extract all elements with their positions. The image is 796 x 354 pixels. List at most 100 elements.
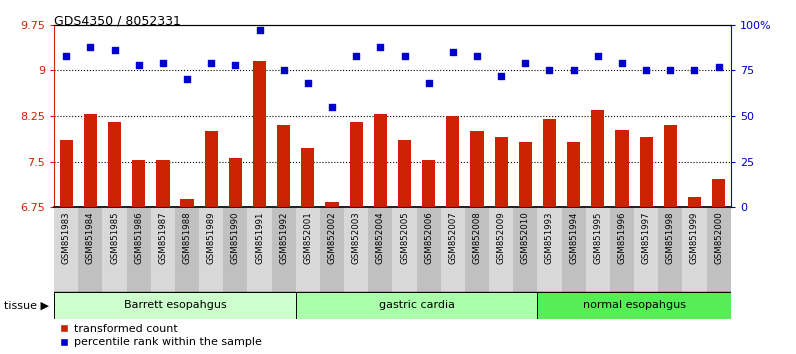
Point [568, 68, 580, 73]
Text: GSM851992: GSM851992 [279, 211, 288, 264]
Point [277, 68, 290, 73]
Text: GSM851993: GSM851993 [545, 211, 554, 264]
Text: normal esopahgus: normal esopahgus [583, 300, 685, 310]
Bar [688, 197, 701, 207]
Bar [392, 207, 416, 292]
Text: GSM852000: GSM852000 [714, 211, 723, 264]
Bar [301, 148, 314, 207]
Bar [634, 207, 658, 292]
Bar [127, 207, 150, 292]
Bar [610, 207, 634, 292]
Point [349, 53, 362, 59]
Bar [54, 292, 296, 319]
Text: GSM851996: GSM851996 [618, 211, 626, 264]
Bar [537, 292, 731, 319]
Text: GSM851986: GSM851986 [135, 211, 143, 264]
Point [423, 80, 435, 86]
Bar [175, 207, 199, 292]
Point [302, 80, 314, 86]
Bar [248, 207, 271, 292]
Text: GSM851998: GSM851998 [665, 211, 675, 264]
Bar [271, 207, 296, 292]
Text: tissue ▶: tissue ▶ [4, 300, 49, 310]
Text: GSM851988: GSM851988 [182, 211, 192, 264]
Bar [537, 207, 562, 292]
Point [84, 44, 97, 50]
Text: GSM851991: GSM851991 [255, 211, 264, 264]
Bar [54, 207, 78, 292]
Text: GSM852008: GSM852008 [473, 211, 482, 264]
Bar [373, 114, 387, 207]
Bar [489, 207, 513, 292]
Bar [639, 137, 653, 207]
Point [60, 53, 72, 59]
Bar [586, 207, 610, 292]
Bar [447, 116, 459, 207]
Point [664, 68, 677, 73]
Bar [519, 142, 532, 207]
Point [132, 62, 145, 68]
Bar [84, 114, 97, 207]
Bar [277, 125, 291, 207]
Bar [416, 207, 441, 292]
Bar [60, 140, 73, 207]
Bar [470, 131, 484, 207]
Bar [591, 110, 604, 207]
Bar [181, 199, 193, 207]
Text: GSM852001: GSM852001 [303, 211, 312, 264]
Bar [494, 137, 508, 207]
Bar [103, 207, 127, 292]
Bar [253, 61, 266, 207]
Bar [320, 207, 344, 292]
Bar [398, 140, 412, 207]
Bar [513, 207, 537, 292]
Bar [199, 207, 223, 292]
Bar [441, 207, 465, 292]
Point [374, 44, 387, 50]
Point [181, 76, 193, 82]
Text: GSM851987: GSM851987 [158, 211, 167, 264]
Text: GSM851989: GSM851989 [207, 211, 216, 264]
Point [447, 49, 459, 55]
Point [108, 47, 121, 53]
Bar [228, 159, 242, 207]
Bar [465, 207, 489, 292]
Text: GSM852003: GSM852003 [352, 211, 361, 264]
Point [543, 68, 556, 73]
Bar [369, 207, 392, 292]
Bar [615, 130, 629, 207]
Point [519, 60, 532, 66]
Point [470, 53, 483, 59]
Bar [562, 207, 586, 292]
Bar [664, 125, 677, 207]
Text: GSM852004: GSM852004 [376, 211, 384, 264]
Bar [349, 122, 363, 207]
Point [640, 68, 653, 73]
Text: GDS4350 / 8052331: GDS4350 / 8052331 [54, 14, 181, 27]
Legend: transformed count, percentile rank within the sample: transformed count, percentile rank withi… [60, 324, 262, 348]
Bar [150, 207, 175, 292]
Text: gastric cardia: gastric cardia [379, 300, 455, 310]
Text: GSM852005: GSM852005 [400, 211, 409, 264]
Bar [296, 207, 320, 292]
Bar [707, 207, 731, 292]
Text: Barrett esopahgus: Barrett esopahgus [123, 300, 226, 310]
Text: GSM851994: GSM851994 [569, 211, 578, 264]
Text: GSM852009: GSM852009 [497, 211, 505, 264]
Bar [658, 207, 682, 292]
Bar [543, 119, 556, 207]
Text: GSM852007: GSM852007 [448, 211, 458, 264]
Text: GSM851990: GSM851990 [231, 211, 240, 264]
Bar [156, 160, 170, 207]
Bar [78, 207, 103, 292]
Point [398, 53, 411, 59]
Text: GSM852010: GSM852010 [521, 211, 530, 264]
Text: GSM851983: GSM851983 [62, 211, 71, 264]
Point [615, 60, 628, 66]
Bar [682, 207, 707, 292]
Text: GSM851997: GSM851997 [642, 211, 650, 264]
Point [326, 104, 338, 110]
Bar [296, 292, 537, 319]
Text: GSM851999: GSM851999 [690, 211, 699, 264]
Point [229, 62, 242, 68]
